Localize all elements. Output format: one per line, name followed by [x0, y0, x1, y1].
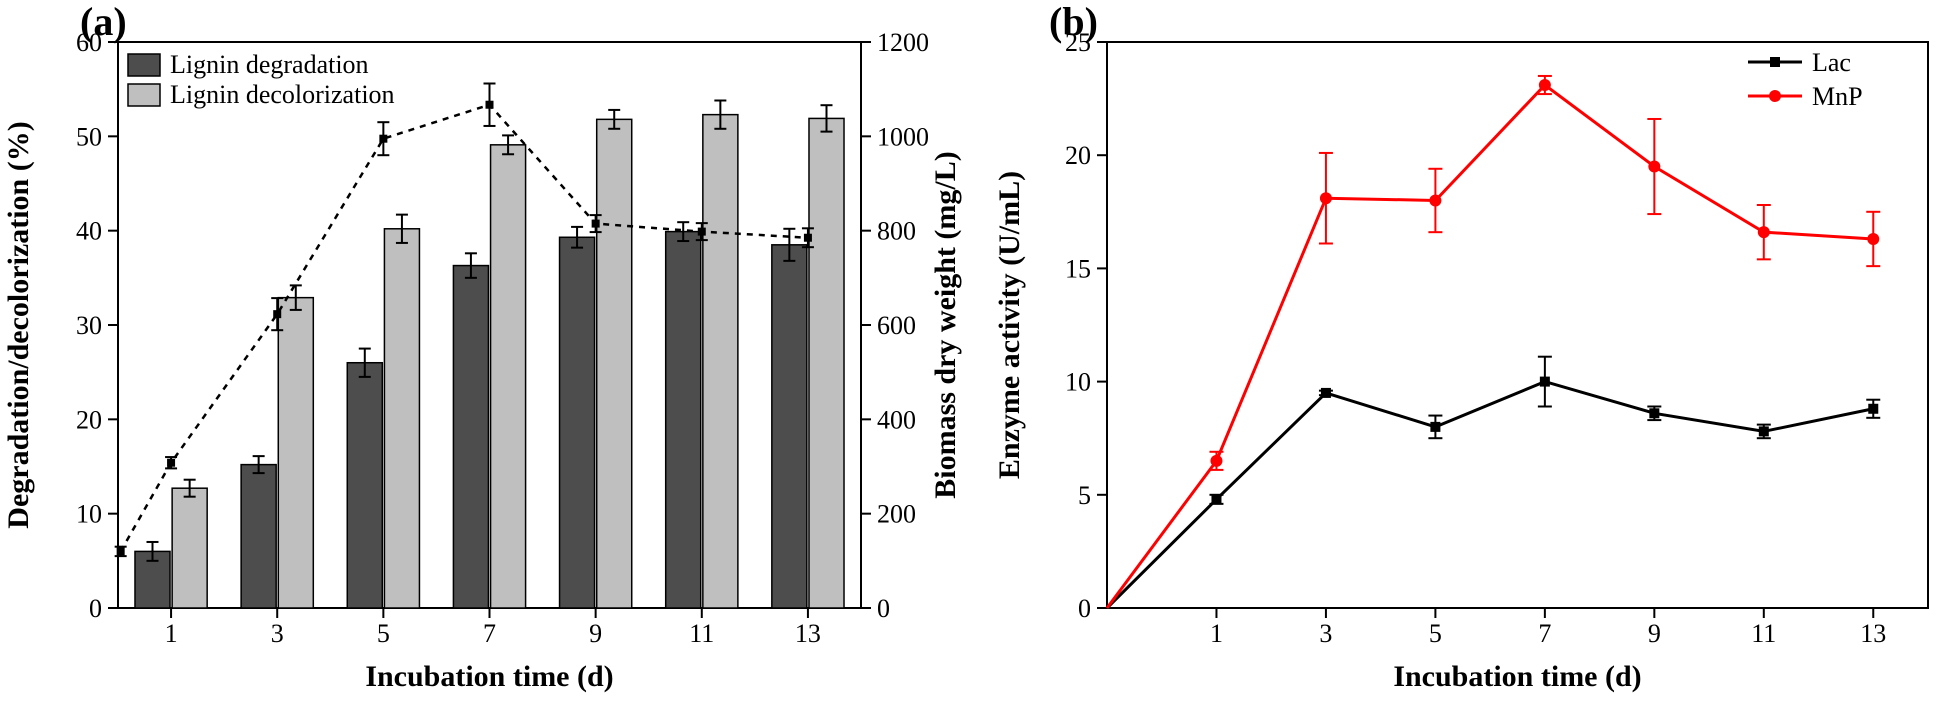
- svg-text:15: 15: [1065, 254, 1091, 283]
- panel-a-label: (a): [80, 0, 127, 45]
- svg-text:600: 600: [877, 311, 916, 340]
- svg-text:800: 800: [877, 217, 916, 246]
- svg-text:400: 400: [877, 405, 916, 434]
- svg-text:13: 13: [1860, 619, 1886, 648]
- svg-text:20: 20: [1065, 141, 1091, 170]
- svg-text:40: 40: [76, 217, 102, 246]
- svg-text:10: 10: [76, 500, 102, 529]
- svg-text:3: 3: [1319, 619, 1332, 648]
- chart-b-svg: 0510152025Enzyme activity (U/mL)13579111…: [979, 0, 1958, 708]
- svg-text:50: 50: [76, 122, 102, 151]
- svg-text:30: 30: [76, 311, 102, 340]
- svg-text:Lac: Lac: [1812, 48, 1851, 77]
- svg-text:0: 0: [89, 594, 102, 623]
- svg-text:13: 13: [795, 619, 821, 648]
- chart-a-svg: 0102030405060Degradation/decolorization …: [0, 0, 979, 708]
- panel-b: (b) 0510152025Enzyme activity (U/mL)1357…: [979, 0, 1958, 708]
- svg-text:Incubation time (d): Incubation time (d): [365, 660, 613, 693]
- svg-text:20: 20: [76, 405, 102, 434]
- svg-text:1000: 1000: [877, 122, 929, 151]
- svg-text:3: 3: [271, 619, 284, 648]
- svg-text:Enzyme activity (U/mL): Enzyme activity (U/mL): [993, 171, 1026, 479]
- svg-text:9: 9: [589, 619, 602, 648]
- svg-text:0: 0: [877, 594, 890, 623]
- figure-container: (a) 0102030405060Degradation/decolorizat…: [0, 0, 1958, 708]
- svg-text:11: 11: [689, 619, 714, 648]
- svg-text:7: 7: [1538, 619, 1551, 648]
- panel-b-label: (b): [1049, 0, 1098, 45]
- svg-text:5: 5: [1429, 619, 1442, 648]
- svg-text:Lignin degradation: Lignin degradation: [170, 50, 369, 79]
- svg-text:11: 11: [1751, 619, 1776, 648]
- svg-text:5: 5: [1078, 481, 1091, 510]
- svg-text:10: 10: [1065, 368, 1091, 397]
- svg-text:1200: 1200: [877, 28, 929, 57]
- svg-text:0: 0: [1078, 594, 1091, 623]
- svg-text:MnP: MnP: [1812, 82, 1863, 111]
- svg-text:1: 1: [1210, 619, 1223, 648]
- svg-text:5: 5: [377, 619, 390, 648]
- svg-text:Biomass dry weight (mg/L): Biomass dry weight (mg/L): [929, 151, 962, 499]
- svg-text:Incubation time (d): Incubation time (d): [1393, 660, 1641, 693]
- svg-text:Lignin decolorization: Lignin decolorization: [170, 80, 395, 109]
- svg-text:200: 200: [877, 500, 916, 529]
- svg-text:1: 1: [165, 619, 178, 648]
- svg-text:7: 7: [483, 619, 496, 648]
- panel-a: (a) 0102030405060Degradation/decolorizat…: [0, 0, 979, 708]
- svg-text:9: 9: [1648, 619, 1661, 648]
- svg-text:Degradation/decolorization (%): Degradation/decolorization (%): [2, 121, 35, 528]
